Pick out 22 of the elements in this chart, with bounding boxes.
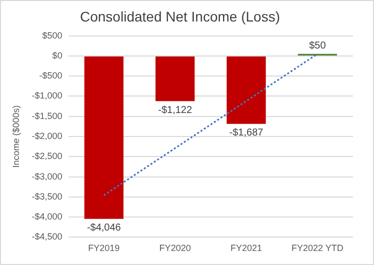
- x-tick-label: FY2020: [159, 243, 191, 254]
- x-tick-label: FY2019: [88, 243, 120, 254]
- y-tick-label: $500: [42, 30, 62, 40]
- x-tick-label: FY2021: [230, 243, 262, 254]
- y-tick-label: -$500: [39, 70, 62, 81]
- chart-title: Consolidated Net Income (Loss): [80, 8, 280, 24]
- y-tick-label: -$4,500: [32, 232, 62, 242]
- y-tick-label: -$2,500: [32, 151, 62, 162]
- y-tick-label: $0: [52, 50, 62, 60]
- line-series: [103, 53, 318, 196]
- y-tick-label: -$4,000: [32, 212, 62, 222]
- y-tick-label: -$3,500: [32, 191, 62, 202]
- x-tick-label: FY2022 YTD: [291, 243, 344, 254]
- y-tick-label: -$1,500: [32, 110, 62, 121]
- y-axis-title: Income ($000s): [10, 105, 21, 168]
- y-tick-label: -$3,000: [32, 171, 62, 182]
- data-label: $50: [309, 40, 326, 52]
- data-label: -$4,046: [86, 222, 122, 234]
- data-label: -$1,687: [229, 128, 264, 139]
- y-tick-label: -$1,000: [32, 90, 62, 101]
- y-tick-label: -$2,000: [32, 130, 62, 141]
- data-label: -$1,122: [158, 104, 192, 116]
